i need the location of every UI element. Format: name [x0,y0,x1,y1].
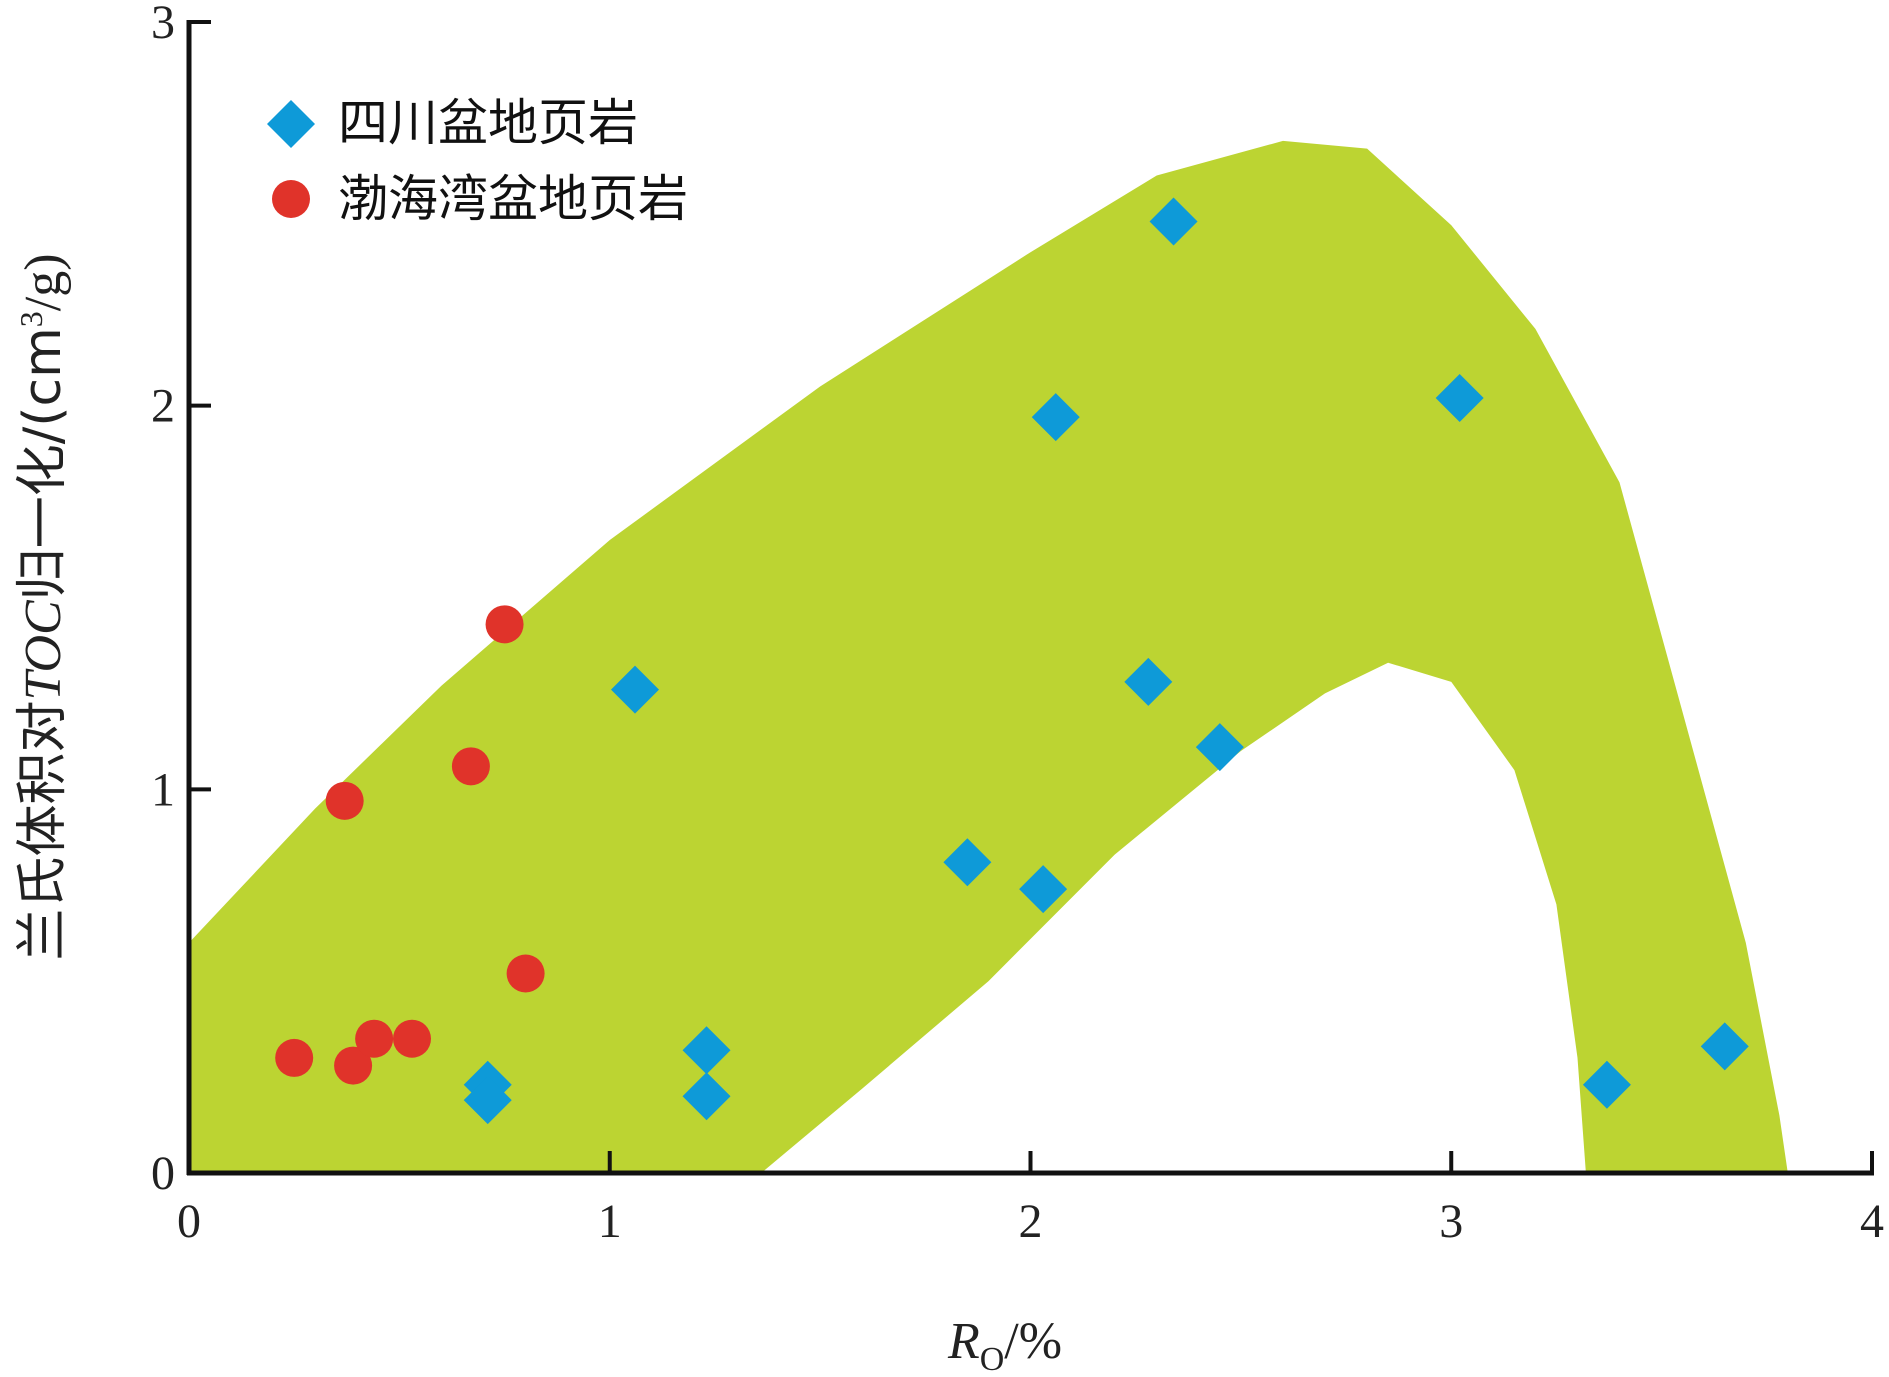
point-bohai-4 [392,1019,431,1058]
point-sichuan-9 [1149,197,1198,246]
data-points [275,197,1749,1125]
x-tick-label-4: 4 [1860,1195,1884,1248]
point-bohai-1 [325,781,364,820]
point-sichuan-8 [1124,657,1173,706]
point-sichuan-4 [682,1072,731,1121]
point-sichuan-7 [1031,393,1080,442]
point-sichuan-12 [1582,1060,1631,1109]
axes [186,20,1874,1176]
y-axis-title: 兰氏体积对TOC归一化/(cm3/g) [13,253,73,960]
tick-labels: 0 1 2 3 0 1 2 3 4 [151,0,1884,1248]
x-tick-label-1: 1 [598,1195,622,1248]
x-axis-title-sub: O [980,1341,1005,1377]
point-bohai-5 [451,747,490,786]
y-tick-label-0: 0 [151,1147,175,1200]
point-sichuan-5 [943,838,992,887]
legend-circle [272,180,310,218]
point-sichuan-11 [1435,373,1484,422]
y-axis-title-pre: 兰氏体积对 [13,701,73,961]
point-bohai-0 [275,1038,314,1077]
x-tick-label-3: 3 [1439,1195,1463,1248]
point-bohai-7 [506,954,545,993]
y-axis-title-post: /g) [15,253,72,311]
legend-marker-sichuan [267,100,315,148]
legend-label-bohai: 渤海湾盆地页岩 [338,170,688,228]
legend: 四川盆地页岩 渤海湾盆地页岩 [267,94,688,228]
y-axis-title-italic: TOC [15,599,72,701]
legend-diamond [267,100,315,148]
point-bohai-6 [485,605,524,644]
trend-band [189,140,1788,1173]
x-axis-title: RO/% [947,1313,1062,1377]
point-sichuan-13 [1700,1022,1749,1071]
x-tick-label-0: 0 [177,1195,201,1248]
legend-label-sichuan: 四川盆地页岩 [338,94,638,152]
trend-band-shape [189,140,1788,1173]
point-sichuan-3 [682,1026,731,1075]
point-sichuan-1 [463,1076,512,1125]
x-tick-label-2: 2 [1019,1195,1043,1248]
y-tick-label-3: 3 [151,0,175,49]
series-1 [275,605,545,1085]
y-axis-title-mid: 归一化/(cm [13,327,73,600]
y-axis-title-sup: 3 [13,311,49,327]
series-0 [463,197,1749,1125]
point-sichuan-10 [1195,723,1244,772]
point-sichuan-2 [610,665,659,714]
y-tick-label-1: 1 [151,763,175,816]
point-bohai-2 [334,1046,373,1085]
y-tick-label-2: 2 [151,380,175,433]
x-axis-title-main: R [947,1313,980,1370]
x-axis-title-tail: /% [1004,1313,1062,1370]
point-bohai-3 [355,1019,394,1058]
point-sichuan-6 [1019,865,1068,914]
legend-marker-bohai [272,180,310,218]
